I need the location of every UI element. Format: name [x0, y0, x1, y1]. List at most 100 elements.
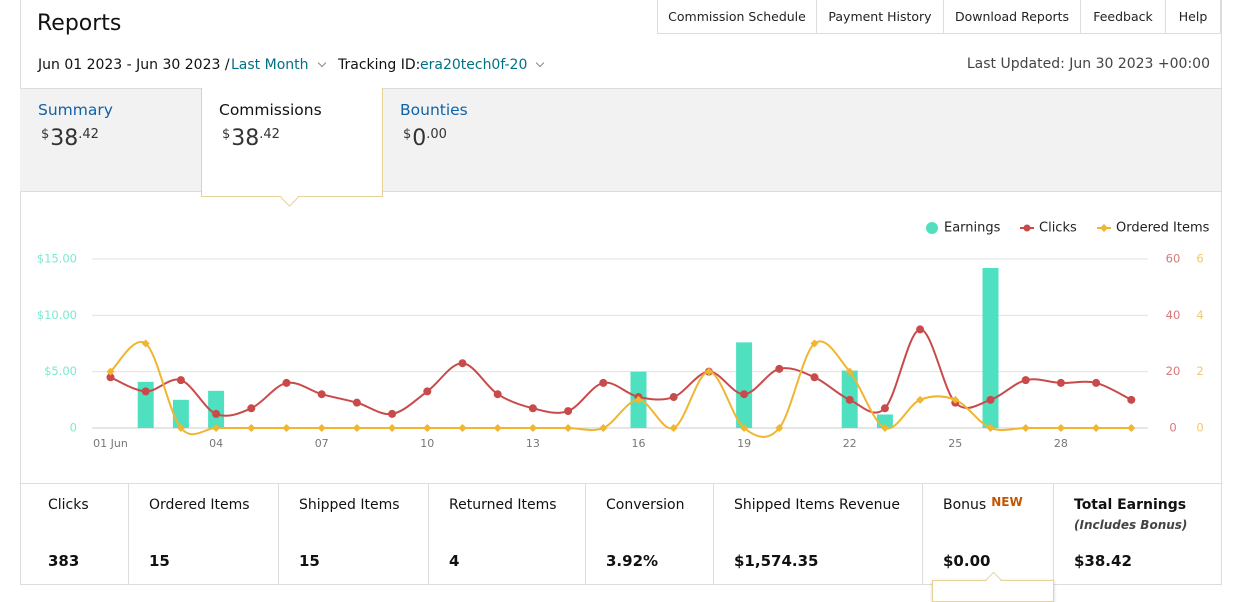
amount-whole: 38	[50, 126, 79, 151]
nav-button[interactable]: Help	[1165, 0, 1221, 34]
point	[388, 424, 397, 432]
tab-label[interactable]: Commissions	[219, 101, 322, 119]
nav-button[interactable]: Feedback	[1080, 0, 1166, 34]
stat-cell: Returned Items 4	[428, 484, 585, 584]
point	[247, 424, 256, 432]
stat-label-text: Clicks	[48, 497, 89, 513]
point	[176, 424, 185, 432]
tab-label[interactable]: Summary	[38, 101, 113, 119]
currency-symbol: $	[41, 127, 50, 142]
point	[669, 393, 678, 402]
line	[110, 328, 1132, 417]
tab-amount: $0.00	[403, 126, 447, 151]
y3-tick-label: 0	[1196, 421, 1203, 435]
point	[212, 409, 221, 418]
currency-symbol: $	[403, 127, 412, 142]
nav-button[interactable]: Commission Schedule	[657, 0, 817, 34]
x-tick-label: 25	[948, 437, 962, 450]
point	[212, 424, 221, 432]
legend-label: Earnings	[944, 221, 1001, 236]
point	[880, 424, 889, 432]
amount-fraction: .00	[426, 127, 447, 142]
point	[317, 390, 326, 399]
last-updated: Last Updated: Jun 30 2023 +00:00	[966, 56, 1210, 72]
point	[704, 367, 713, 376]
stat-label-text: Shipped Items	[299, 497, 400, 513]
stat-value: 4	[449, 552, 460, 570]
x-tick-label: 22	[843, 437, 857, 450]
point	[916, 325, 925, 334]
stat-label: Total Earnings	[1074, 497, 1186, 513]
point	[282, 378, 291, 387]
stat-value: $0.00	[943, 552, 991, 570]
point	[810, 339, 819, 348]
stat-label: Ordered Items	[149, 497, 250, 513]
x-tick-label: 13	[526, 437, 540, 450]
chart: 0 $5.00 $10.00 $15.00 0 20 40 60 0 2 4 6 01 Jun 04 07 1…	[37, 221, 1210, 451]
bar	[208, 390, 225, 428]
tracking-label: Tracking ID:	[338, 57, 421, 73]
point	[740, 424, 749, 432]
stat-label: Shipped Items	[299, 497, 400, 513]
nav-button[interactable]: Download Reports	[943, 0, 1081, 34]
legend-marker	[1100, 224, 1108, 232]
point	[599, 378, 608, 387]
point	[634, 395, 643, 404]
point	[1021, 376, 1030, 385]
amount-whole: 38	[231, 126, 260, 151]
stat-value: 15	[299, 552, 320, 570]
point	[388, 409, 397, 418]
amount-fraction: .42	[259, 127, 280, 142]
stat-cell: Shipped Items Revenue $1,574.35	[713, 484, 922, 584]
point	[599, 424, 608, 432]
stat-value: 15	[149, 552, 170, 570]
stat-label-text: Ordered Items	[149, 497, 250, 513]
stat-value: $38.42	[1074, 552, 1132, 570]
amount-fraction: .42	[78, 127, 99, 142]
bar	[736, 342, 753, 428]
stat-label: Bonus NEW	[943, 495, 1023, 513]
x-tick-label: 10	[420, 437, 434, 450]
bar	[137, 381, 154, 428]
legend-label: Ordered Items	[1116, 221, 1210, 236]
point	[845, 367, 854, 376]
point	[1056, 424, 1065, 432]
new-badge: NEW	[991, 495, 1023, 509]
divider	[20, 483, 1221, 484]
amount-whole: 0	[412, 126, 427, 151]
nav-button[interactable]: Payment History	[816, 0, 944, 34]
period-select[interactable]: Last Month	[231, 57, 326, 73]
tracking-select[interactable]: era20tech0f-20	[420, 57, 545, 73]
point	[141, 339, 150, 348]
stat-label: Clicks	[48, 497, 89, 513]
x-tick-label: 04	[209, 437, 223, 450]
point	[352, 424, 361, 432]
tab-label[interactable]: Bounties	[400, 101, 468, 119]
point	[810, 373, 819, 382]
y2-tick-label: 60	[1166, 252, 1181, 266]
x-tick-label: 28	[1054, 437, 1068, 450]
y-tick-label: $5.00	[44, 364, 77, 378]
report-container	[20, 0, 1222, 585]
point	[880, 404, 889, 413]
active-tab-box	[201, 88, 383, 197]
stat-cell: Bonus NEW $0.00	[922, 484, 1053, 584]
y3-tick-label: 6	[1196, 252, 1203, 266]
point	[106, 373, 115, 382]
y-tick-label: 0	[70, 421, 77, 435]
point	[1092, 378, 1101, 387]
point	[528, 424, 537, 432]
stat-label-text: Bonus	[943, 497, 987, 513]
point	[1127, 395, 1136, 404]
point	[423, 387, 432, 396]
legend-swatch	[926, 222, 938, 234]
stat-value: 383	[48, 552, 80, 570]
stat-label-text: Shipped Items Revenue	[734, 497, 900, 513]
tracking-id: era20tech0f-20	[420, 57, 528, 73]
point	[458, 424, 467, 432]
bar	[172, 399, 189, 428]
point	[282, 424, 291, 432]
point	[528, 404, 537, 413]
stat-label: Returned Items	[449, 497, 557, 513]
